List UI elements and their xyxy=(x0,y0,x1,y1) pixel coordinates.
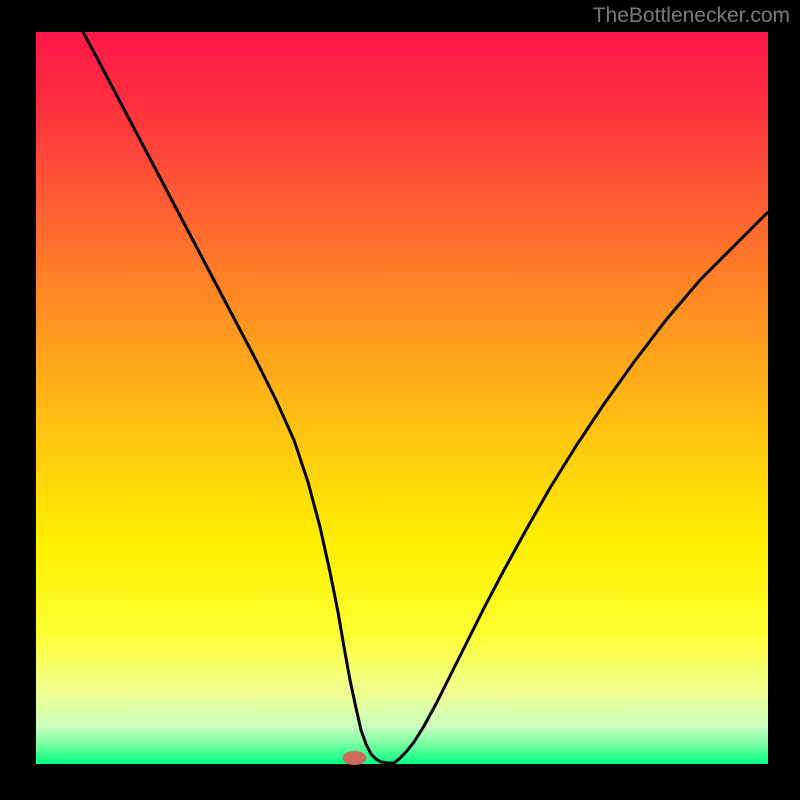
border-bottom xyxy=(0,764,800,800)
optimal-point-marker xyxy=(342,751,366,765)
plot-background xyxy=(36,32,768,764)
bottleneck-chart xyxy=(0,0,800,800)
chart-frame: TheBottlenecker.com xyxy=(0,0,800,800)
border-left xyxy=(0,0,36,800)
border-right xyxy=(768,0,800,800)
watermark-text: TheBottlenecker.com xyxy=(593,4,790,28)
